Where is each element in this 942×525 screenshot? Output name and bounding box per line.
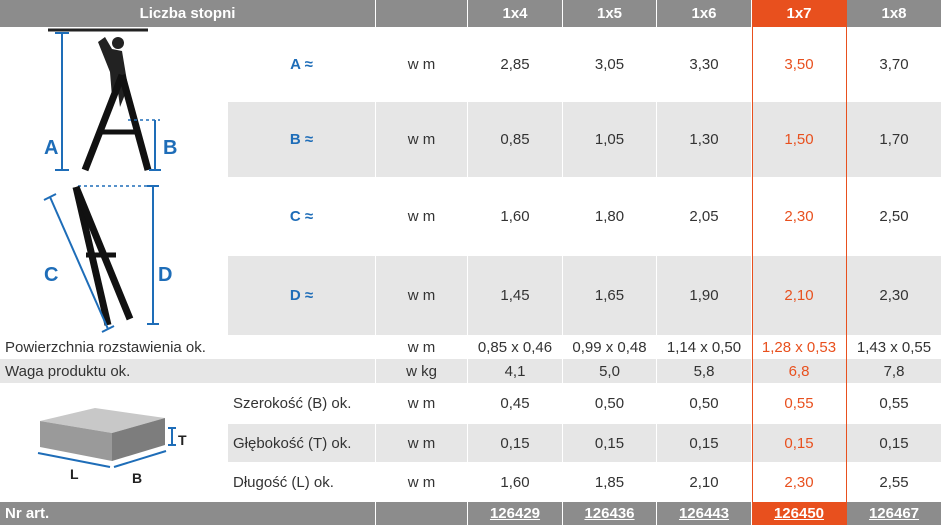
value-cell: 4,1 bbox=[468, 359, 563, 383]
article-link[interactable]: 126450 bbox=[752, 502, 847, 525]
value-cell: 0,15 bbox=[847, 424, 942, 462]
row-label: Waga produktu ok. bbox=[0, 359, 376, 383]
unit-cell: w m bbox=[376, 102, 468, 177]
value-cell: 1,70 bbox=[847, 102, 942, 177]
value-cell: 1,85 bbox=[563, 462, 657, 502]
value-cell: 1,45 bbox=[468, 256, 563, 335]
column-header: 1x8 bbox=[847, 0, 942, 27]
header-empty bbox=[376, 0, 468, 27]
value-cell: 2,30 bbox=[752, 462, 847, 502]
row-label: D ≈ bbox=[228, 256, 376, 335]
unit-cell: w m bbox=[376, 383, 468, 424]
value-cell: 0,45 bbox=[468, 383, 563, 424]
value-cell: 1,50 bbox=[752, 102, 847, 177]
value-cell: 5,0 bbox=[563, 359, 657, 383]
unit-cell: w m bbox=[376, 335, 468, 359]
value-cell: 0,15 bbox=[752, 424, 847, 462]
row-label: A ≈ bbox=[228, 27, 376, 102]
value-cell: 1,05 bbox=[563, 102, 657, 177]
article-link[interactable]: 126436 bbox=[563, 502, 657, 525]
value-cell: 1,43 x 0,55 bbox=[847, 335, 942, 359]
value-cell: 3,70 bbox=[847, 27, 942, 102]
box-diagram: T L B bbox=[37, 408, 187, 486]
unit-cell: w kg bbox=[376, 359, 468, 383]
column-header: 1x4 bbox=[468, 0, 563, 27]
value-cell: 0,85 x 0,46 bbox=[468, 335, 563, 359]
article-link[interactable]: 126467 bbox=[847, 502, 942, 525]
value-cell: 1,60 bbox=[468, 177, 563, 256]
value-cell: 0,85 bbox=[468, 102, 563, 177]
column-header: 1x6 bbox=[657, 0, 752, 27]
diagram-label: A bbox=[44, 137, 58, 159]
diagram-label: B bbox=[163, 137, 177, 159]
header-title: Liczba stopni bbox=[0, 0, 376, 27]
ladder-diagram: A B C D bbox=[43, 28, 177, 333]
unit-cell: w m bbox=[376, 256, 468, 335]
unit-cell: w m bbox=[376, 462, 468, 502]
value-cell: 7,8 bbox=[847, 359, 942, 383]
diagram-label: T bbox=[178, 432, 187, 448]
footer-empty bbox=[376, 502, 468, 525]
row-label: Długość (L) ok. bbox=[228, 462, 376, 502]
value-cell: 2,50 bbox=[847, 177, 942, 256]
column-header: 1x5 bbox=[563, 0, 657, 27]
row-label: B ≈ bbox=[228, 102, 376, 177]
row-label: Powierzchnia rozstawienia ok. bbox=[0, 335, 376, 359]
value-cell: 2,10 bbox=[752, 256, 847, 335]
diagram-label: C bbox=[44, 264, 58, 286]
row-label: Szerokość (B) ok. bbox=[228, 383, 376, 424]
row-label: C ≈ bbox=[228, 177, 376, 256]
value-cell: 0,99 x 0,48 bbox=[563, 335, 657, 359]
value-cell: 3,50 bbox=[752, 27, 847, 102]
value-cell: 1,30 bbox=[657, 102, 752, 177]
article-link[interactable]: 126429 bbox=[468, 502, 563, 525]
value-cell: 1,90 bbox=[657, 256, 752, 335]
column-header: 1x7 bbox=[752, 0, 847, 27]
diagram-label: B bbox=[132, 470, 142, 486]
value-cell: 0,15 bbox=[468, 424, 563, 462]
value-cell: 2,30 bbox=[847, 256, 942, 335]
value-cell: 0,15 bbox=[657, 424, 752, 462]
value-cell: 1,28 x 0,53 bbox=[752, 335, 847, 359]
value-cell: 0,15 bbox=[563, 424, 657, 462]
value-cell: 2,85 bbox=[468, 27, 563, 102]
value-cell: 0,50 bbox=[657, 383, 752, 424]
value-cell: 0,55 bbox=[752, 383, 847, 424]
value-cell: 1,60 bbox=[468, 462, 563, 502]
diagram-label: L bbox=[70, 466, 79, 482]
value-cell: 2,55 bbox=[847, 462, 942, 502]
unit-cell: w m bbox=[376, 177, 468, 256]
article-link[interactable]: 126443 bbox=[657, 502, 752, 525]
value-cell: 0,50 bbox=[563, 383, 657, 424]
value-cell: 0,55 bbox=[847, 383, 942, 424]
diagram-label: D bbox=[158, 264, 172, 286]
unit-cell: w m bbox=[376, 27, 468, 102]
value-cell: 2,05 bbox=[657, 177, 752, 256]
unit-cell: w m bbox=[376, 424, 468, 462]
value-cell: 1,14 x 0,50 bbox=[657, 335, 752, 359]
value-cell: 2,10 bbox=[657, 462, 752, 502]
value-cell: 3,30 bbox=[657, 27, 752, 102]
value-cell: 2,30 bbox=[752, 177, 847, 256]
value-cell: 1,65 bbox=[563, 256, 657, 335]
footer-label: Nr art. bbox=[0, 502, 376, 525]
value-cell: 1,80 bbox=[563, 177, 657, 256]
value-cell: 5,8 bbox=[657, 359, 752, 383]
value-cell: 3,05 bbox=[563, 27, 657, 102]
value-cell: 6,8 bbox=[752, 359, 847, 383]
row-label: Głębokość (T) ok. bbox=[228, 424, 376, 462]
